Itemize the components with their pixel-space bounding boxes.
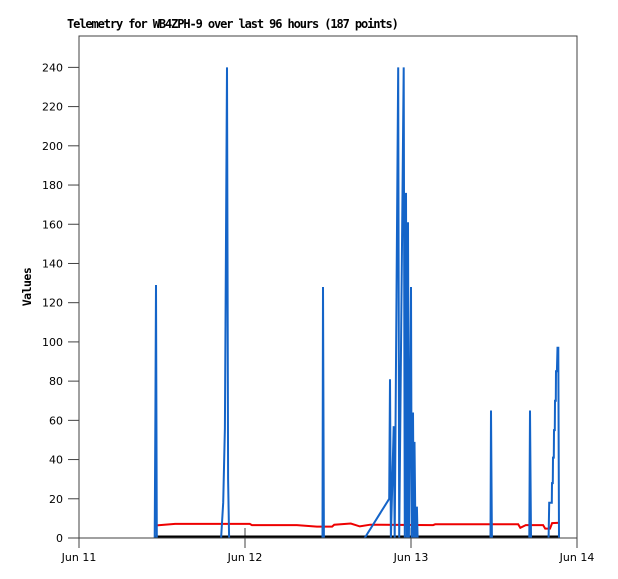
y-tick-label: 40 [49, 454, 63, 467]
x-tick-label: Jun 11 [61, 551, 97, 564]
x-tick-label: Jun 13 [393, 551, 429, 564]
y-tick-label: 20 [49, 493, 63, 506]
y-axis-label: Values [20, 268, 34, 307]
blue-series-line [528, 410, 532, 539]
x-tick-label: Jun 14 [559, 551, 595, 564]
chart-title: Telemetry for WB4ZPH-9 over last 96 hour… [67, 17, 398, 31]
blue-series-line [363, 67, 419, 539]
y-tick-label: 160 [42, 218, 63, 231]
x-tick-label: Jun 12 [227, 551, 263, 564]
y-tick-label: 60 [49, 414, 63, 427]
y-tick-label: 0 [56, 532, 63, 545]
blue-series-line [220, 67, 231, 539]
blue-series-line [489, 410, 493, 539]
blue-series-line [153, 284, 158, 539]
y-tick-label: 200 [42, 140, 63, 153]
y-tick-label: 180 [42, 179, 63, 192]
blue-series-line [547, 346, 560, 539]
y-tick-label: 220 [42, 101, 63, 114]
blue-series-line [321, 286, 325, 539]
plot-generated: 0 20 40 60 80 100 120 140 160 180 200 220 240 Jun 11 J… [42, 61, 594, 564]
y-tick-label: 140 [42, 257, 63, 270]
y-tick-label: 240 [42, 61, 63, 74]
y-tick-label: 80 [49, 375, 63, 388]
plot-border [78, 35, 578, 539]
red-series-line [155, 521, 560, 530]
y-tick-label: 120 [42, 297, 63, 310]
y-tick-label: 100 [42, 336, 63, 349]
